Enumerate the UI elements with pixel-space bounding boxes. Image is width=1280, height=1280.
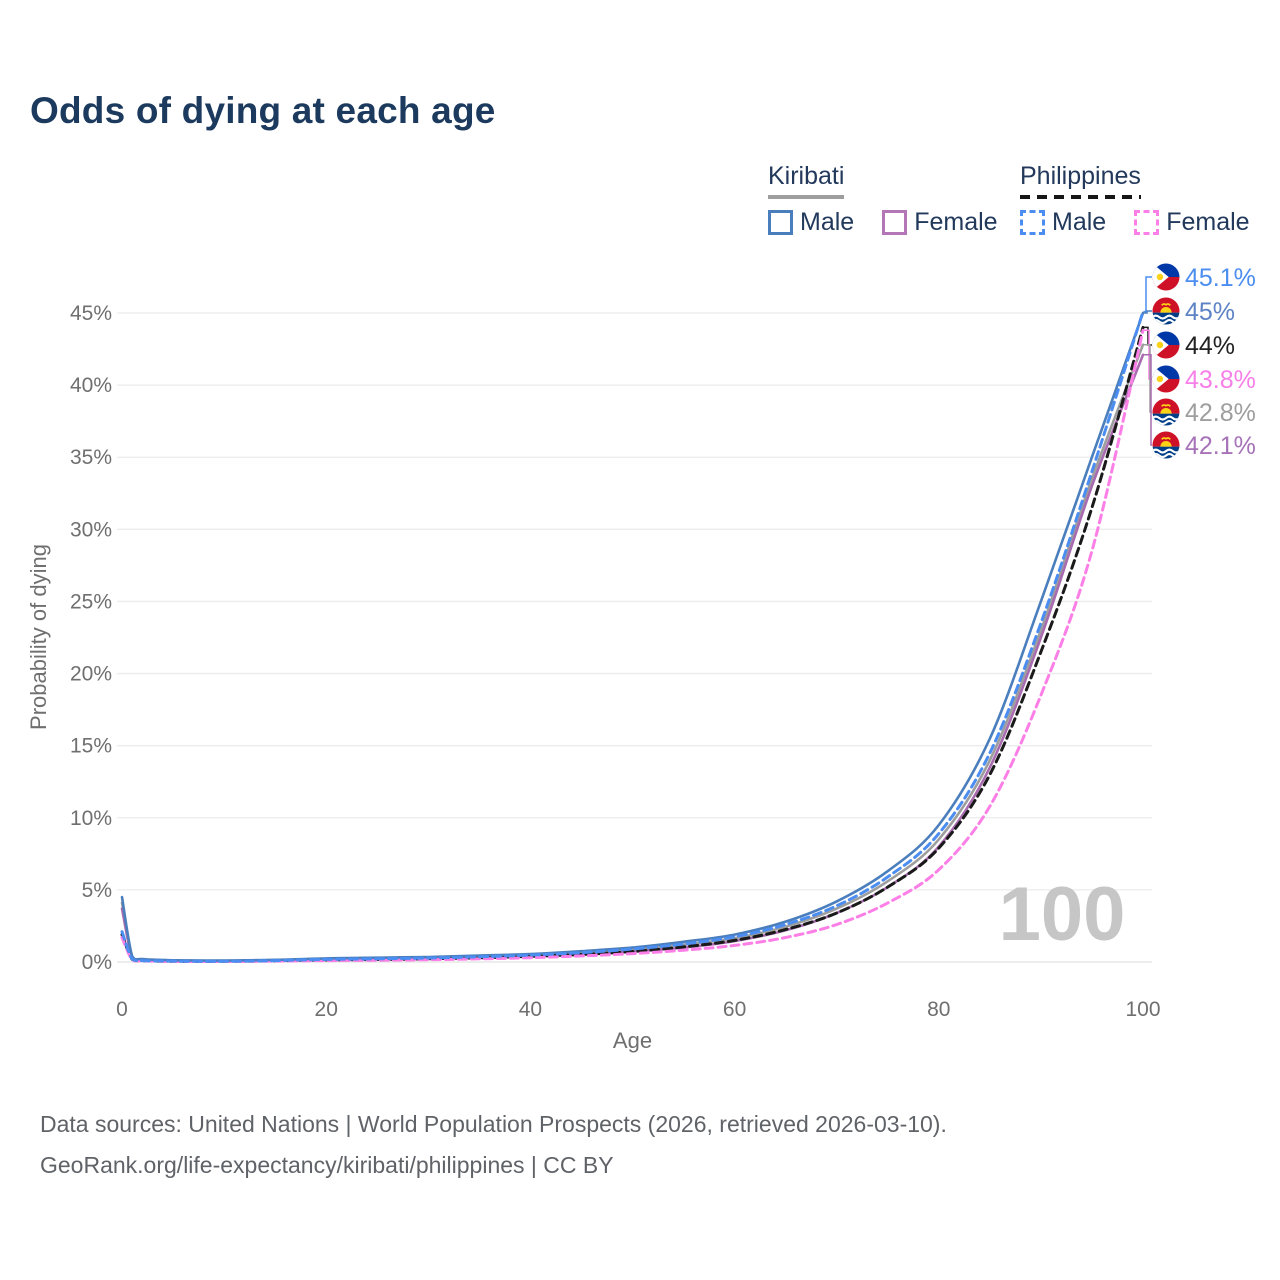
legend-group-philippines: Philippines Male Female	[1020, 162, 1250, 237]
legend-item-kiribati-female[interactable]: Female	[882, 208, 998, 237]
svg-text:100: 100	[1125, 998, 1160, 1021]
svg-text:0: 0	[116, 998, 128, 1021]
philippines-male-swatch-icon	[1020, 210, 1045, 235]
kiribati-line-style-key	[768, 195, 845, 199]
series-line-kiribati-female	[120, 353, 1145, 963]
svg-text:20: 20	[315, 998, 338, 1021]
legend: Kiribati Male Female Philippines Male	[0, 162, 1280, 242]
legend-item-philippines-male[interactable]: Male	[1020, 208, 1106, 237]
legend-item-label: Male	[1052, 208, 1107, 236]
y-axis-tick-labels: 0% 5% 10% 15% 20% 25% 30% 35% 40% 45%	[70, 302, 112, 974]
gridlines	[117, 312, 1152, 963]
end-value-label: 42.8%	[1185, 399, 1256, 427]
svg-text:20%: 20%	[70, 663, 112, 686]
philippines-female-swatch-icon	[1134, 210, 1160, 235]
end-value-label: 42.1%	[1185, 432, 1256, 460]
kiribati-flag-icon	[1152, 297, 1180, 325]
svg-text:10%: 10%	[70, 807, 112, 830]
series-line-philippines-female	[120, 328, 1145, 963]
svg-text:25%: 25%	[70, 590, 112, 613]
legend-header-kiribati[interactable]: Kiribati	[768, 162, 845, 199]
kiribati-female-swatch-icon	[882, 210, 908, 235]
series-line-philippines-male	[120, 310, 1145, 963]
svg-text:5%: 5%	[82, 879, 112, 902]
svg-text:40: 40	[519, 998, 542, 1021]
kiribati-male-swatch-icon	[768, 210, 793, 235]
kiribati-flag-icon	[1152, 398, 1180, 426]
legend-item-label: Female	[914, 208, 998, 236]
series-line-kiribati	[120, 343, 1145, 963]
svg-text:15%: 15%	[70, 735, 112, 758]
svg-text:60: 60	[723, 998, 746, 1021]
x-axis-tick-labels: 0 20 40 60 80 100	[116, 998, 1160, 1021]
end-value-labels: 45.1% 45% 44% 43.8% 42.8% 42.1%	[1143, 263, 1256, 460]
legend-group-title: Philippines	[1020, 162, 1141, 190]
legend-item-kiribati-male[interactable]: Male	[768, 208, 854, 237]
x-axis-title: Age	[613, 1028, 652, 1053]
svg-text:80: 80	[927, 998, 950, 1021]
y-axis-title: Probability of dying	[26, 544, 51, 730]
kiribati-flag-icon	[1152, 431, 1180, 459]
hovered-age-watermark: 100	[999, 872, 1126, 957]
legend-item-philippines-female[interactable]: Female	[1134, 208, 1250, 237]
end-value-label: 45.1%	[1185, 264, 1256, 292]
data-source-line: Data sources: United Nations | World Pop…	[40, 1111, 947, 1137]
legend-group-title: Kiribati	[768, 162, 845, 190]
leader-line	[1143, 276, 1152, 313]
svg-text:35%: 35%	[70, 446, 112, 469]
svg-text:0%: 0%	[82, 951, 112, 974]
leader-line	[1143, 310, 1152, 314]
attribution-line: GeoRank.org/life-expectancy/kiribati/phi…	[40, 1152, 614, 1178]
series-line-philippines	[120, 325, 1145, 963]
philippines-flag-icon	[1152, 263, 1180, 291]
legend-group-kiribati: Kiribati Male Female	[768, 162, 998, 237]
svg-text:45%: 45%	[70, 302, 112, 325]
series-lines	[120, 310, 1145, 963]
footer: Data sources: United Nations | World Pop…	[40, 1104, 947, 1186]
philippines-flag-icon	[1152, 365, 1180, 393]
philippines-line-style-key	[1020, 195, 1141, 199]
legend-item-label: Female	[1166, 208, 1250, 236]
legend-header-philippines[interactable]: Philippines	[1020, 162, 1141, 199]
leader-line	[1143, 354, 1152, 446]
svg-text:30%: 30%	[70, 518, 112, 541]
svg-text:40%: 40%	[70, 374, 112, 397]
series-line-kiribati-male	[120, 311, 1145, 962]
page-title: Odds of dying at each age	[30, 90, 496, 131]
philippines-flag-icon	[1152, 331, 1180, 359]
end-value-label: 45%	[1185, 298, 1235, 326]
legend-item-label: Male	[800, 208, 855, 236]
end-value-label: 44%	[1185, 332, 1235, 360]
end-value-label: 43.8%	[1185, 366, 1256, 394]
